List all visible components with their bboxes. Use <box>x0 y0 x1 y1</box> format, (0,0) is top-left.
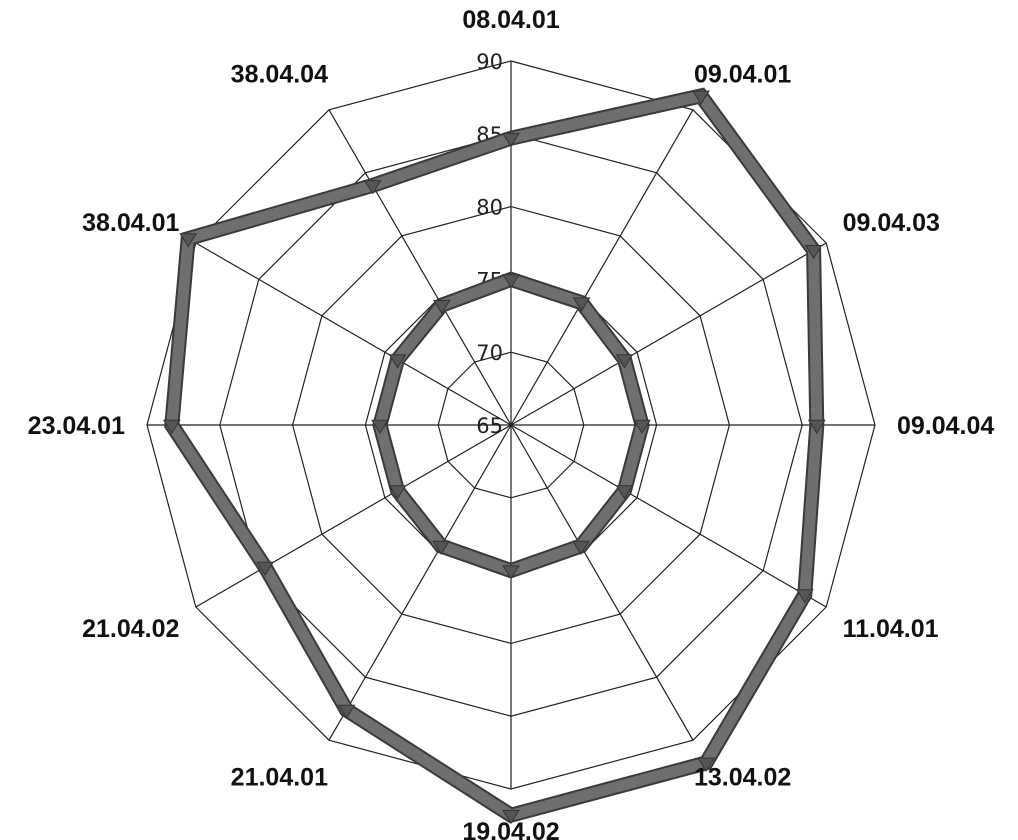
category-label-19-04-02: 19.04.02 <box>462 818 559 840</box>
spoke-8 <box>195 424 512 608</box>
spoke-4 <box>510 424 827 608</box>
tick-label-1: 70 <box>476 341 503 365</box>
category-label-08-04-01: 08.04.01 <box>462 6 559 34</box>
marker-s1-p11 <box>432 299 451 315</box>
marker-s0-p1 <box>692 90 710 105</box>
category-label-38-04-01: 38.04.01 <box>82 209 179 237</box>
marker-s1-p5 <box>571 540 590 555</box>
marker-s1-p0 <box>502 274 520 289</box>
marker-s0-p11 <box>363 180 382 195</box>
marker-s0-p2 <box>804 245 823 260</box>
marker-s0-p0 <box>502 132 520 148</box>
category-labels: 08.04.01 09.04.01 09.04.03 09.04.04 11.04.01… <box>28 6 995 840</box>
spoke-11 <box>328 109 512 426</box>
marker-s1-p4 <box>615 485 634 500</box>
spoke-1 <box>510 109 694 426</box>
spoke-10 <box>195 242 512 426</box>
marker-s0-p7 <box>337 704 356 719</box>
marker-s1-p10 <box>388 354 407 369</box>
tick-label-0: 65 <box>476 414 503 438</box>
marker-s0-p4 <box>795 589 814 604</box>
spoke-2 <box>510 242 827 426</box>
marker-s0-p8 <box>256 561 275 576</box>
category-label-09-04-03: 09.04.03 <box>843 209 940 237</box>
category-label-21-04-02: 21.04.02 <box>82 615 179 643</box>
marker-s1-p7 <box>432 540 451 555</box>
marker-s1-p1 <box>572 297 591 312</box>
marker-s1-p8 <box>388 485 407 500</box>
marker-s0-p6 <box>502 809 520 825</box>
category-label-21-04-01: 21.04.01 <box>231 764 328 792</box>
spoke-7 <box>328 424 512 741</box>
category-label-09-04-04: 09.04.04 <box>897 412 994 440</box>
category-label-23-04-01: 23.04.01 <box>28 412 125 440</box>
radar-grid <box>146 60 876 790</box>
category-label-38-04-04: 38.04.04 <box>231 60 328 88</box>
marker-s1-p6 <box>502 565 520 580</box>
tick-label-5: 90 <box>476 50 503 74</box>
marker-s0-p5 <box>697 757 716 772</box>
data-series <box>162 87 826 825</box>
spoke-5 <box>510 424 694 741</box>
category-label-11-04-01: 11.04.01 <box>843 615 939 643</box>
category-label-13-04-02: 13.04.02 <box>694 764 791 792</box>
marker-s1-p2 <box>615 354 634 369</box>
marker-s1-p9 <box>371 419 389 434</box>
category-label-09-04-01: 09.04.01 <box>694 60 791 88</box>
marker-s0-p3 <box>807 419 826 434</box>
marker-s0-p10 <box>179 233 198 248</box>
marker-s0-p9 <box>162 419 181 434</box>
marker-s1-p3 <box>633 419 651 434</box>
tick-label-3: 80 <box>476 196 503 220</box>
